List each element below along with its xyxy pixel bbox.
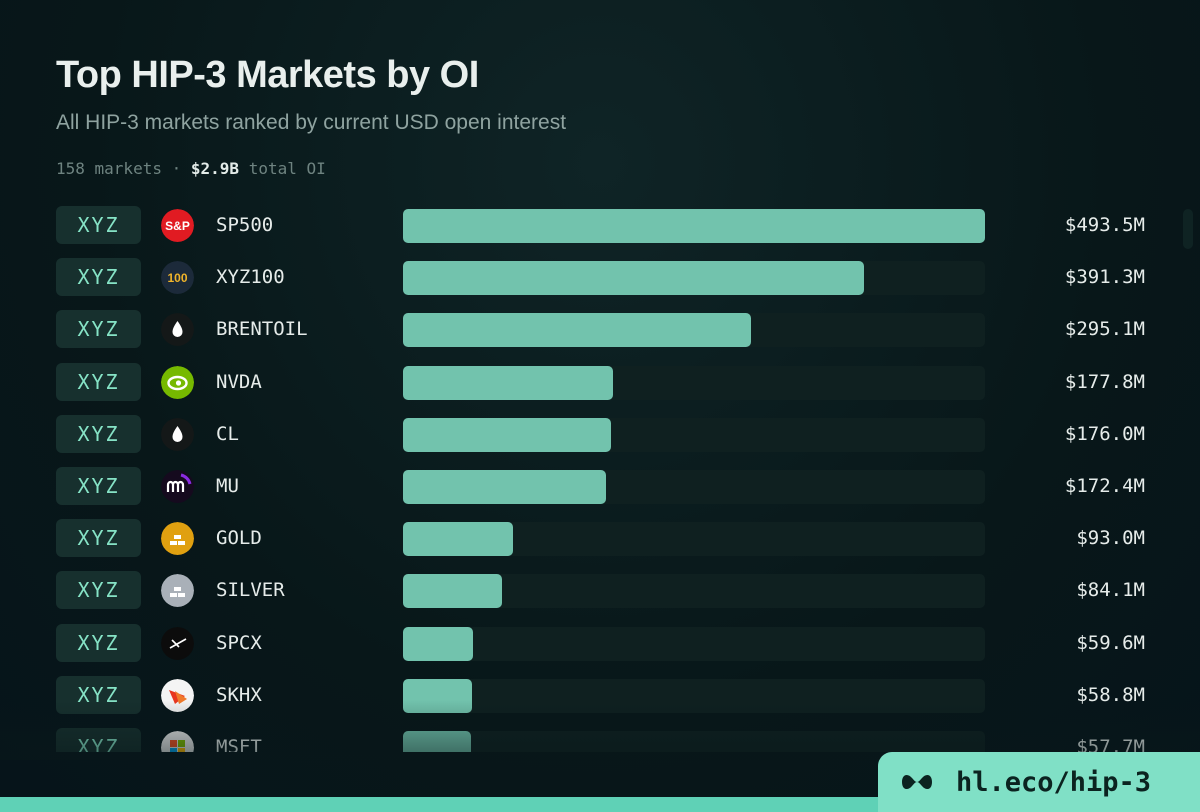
oil-drop-icon bbox=[161, 417, 194, 451]
total-oi-value: $2.9B bbox=[190, 159, 240, 178]
oi-value-label: $177.8M bbox=[1064, 370, 1145, 393]
oi-bar bbox=[403, 417, 611, 452]
market-name: MU bbox=[216, 475, 239, 497]
oi-bar bbox=[403, 522, 513, 557]
nvidia-logo-icon bbox=[161, 365, 194, 399]
oi-bar bbox=[403, 626, 473, 661]
oi-value-label: $176.0M bbox=[1064, 422, 1145, 445]
table-row[interactable]: XYZ BRENTOIL $295.1M bbox=[0, 310, 1200, 350]
table-row[interactable]: XYZ CL $176.0M bbox=[0, 414, 1200, 455]
table-row[interactable]: XYZ MU $172.4M bbox=[0, 467, 1200, 507]
silver-bars-icon bbox=[161, 574, 194, 608]
oi-bar bbox=[403, 731, 471, 752]
oi-value-label: $84.1M bbox=[1076, 579, 1145, 602]
market-name: GOLD bbox=[216, 527, 262, 550]
table-row[interactable]: XYZ SPCX $59.6M bbox=[0, 623, 1200, 664]
bar-track bbox=[403, 626, 985, 661]
dex-badge: XYZ bbox=[56, 258, 141, 297]
bar-track bbox=[403, 731, 985, 752]
svg-text:S&P: S&P bbox=[165, 219, 190, 233]
dex-badge: XYZ bbox=[56, 206, 141, 244]
market-list: XYZ S&P SP500 $493.5M XYZ 100 XYZ100 $391.3M XYZ… bbox=[0, 206, 1200, 752]
oi-bar bbox=[403, 678, 472, 713]
dex-badge: XYZ bbox=[56, 571, 141, 610]
dex-badge: XYZ bbox=[56, 414, 141, 453]
table-row[interactable]: XYZ MSFT $57.7M bbox=[0, 728, 1200, 752]
svg-text:100: 100 bbox=[167, 271, 187, 285]
oi-value-label: $57.7M bbox=[1076, 736, 1145, 752]
oi-value-label: $58.8M bbox=[1076, 683, 1145, 706]
market-name: CL bbox=[216, 422, 239, 445]
oi-value-label: $493.5M bbox=[1064, 214, 1145, 236]
stats-separator: · bbox=[171, 159, 182, 178]
oi-value-label: $172.4M bbox=[1064, 475, 1145, 497]
oi-bar bbox=[403, 313, 751, 348]
market-name: SILVER bbox=[216, 579, 285, 602]
dex-badge: XYZ bbox=[56, 519, 141, 558]
oi-bar bbox=[403, 261, 864, 296]
dex-badge: XYZ bbox=[56, 728, 141, 752]
oi-value-label: $391.3M bbox=[1064, 266, 1145, 289]
dex-badge: XYZ bbox=[56, 362, 141, 401]
table-row[interactable]: XYZ NVDA $177.8M bbox=[0, 362, 1200, 403]
market-name: BRENTOIL bbox=[216, 318, 308, 341]
dex-badge: XYZ bbox=[56, 675, 141, 714]
market-name: NVDA bbox=[216, 370, 262, 393]
table-row[interactable]: XYZ 100 XYZ100 $391.3M bbox=[0, 258, 1200, 298]
table-row[interactable]: XYZ SKHX $58.8M bbox=[0, 675, 1200, 716]
oil-drop-icon bbox=[161, 313, 194, 347]
oi-bar bbox=[403, 574, 502, 609]
oi-bar bbox=[403, 470, 606, 504]
oi-bar bbox=[403, 365, 613, 400]
table-row[interactable]: XYZ GOLD $93.0M bbox=[0, 519, 1200, 559]
oi-bar bbox=[403, 209, 985, 243]
oi-value-label: $93.0M bbox=[1076, 527, 1145, 550]
microsoft-logo-icon bbox=[161, 731, 194, 752]
scrollbar-thumb[interactable] bbox=[1183, 209, 1193, 249]
hyperliquid-logo-icon bbox=[900, 770, 936, 794]
bar-track bbox=[403, 678, 985, 713]
oi-value-label: $59.6M bbox=[1076, 631, 1145, 654]
table-row[interactable]: XYZ S&P SP500 $493.5M bbox=[0, 206, 1200, 246]
dex-badge: XYZ bbox=[56, 467, 141, 505]
sp-logo-icon: S&P bbox=[161, 209, 194, 242]
page-title: Top HIP-3 Markets by OI bbox=[56, 54, 479, 96]
spacex-logo-icon bbox=[161, 626, 194, 660]
summary-stats: 158 markets · $2.9B total OI bbox=[56, 159, 326, 178]
market-name: SKHX bbox=[216, 683, 262, 706]
footer-url: hl.eco/hip-3 bbox=[956, 766, 1152, 798]
table-row[interactable]: XYZ SILVER $84.1M bbox=[0, 571, 1200, 611]
dex-badge: XYZ bbox=[56, 623, 141, 662]
micron-logo-icon bbox=[161, 470, 194, 503]
dex-badge: XYZ bbox=[56, 310, 141, 349]
total-oi-label: total OI bbox=[248, 159, 326, 178]
gold-bars-icon bbox=[161, 522, 194, 556]
url-pill[interactable]: hl.eco/hip-3 bbox=[878, 752, 1200, 812]
market-name: SP500 bbox=[216, 214, 274, 236]
xyz100-logo-icon: 100 bbox=[161, 261, 194, 295]
page-subtitle: All HIP-3 markets ranked by current USD … bbox=[56, 111, 567, 134]
market-name: SPCX bbox=[216, 631, 262, 654]
oi-value-label: $295.1M bbox=[1064, 318, 1145, 341]
market-count: 158 markets bbox=[56, 159, 162, 178]
market-name: MSFT bbox=[216, 736, 262, 752]
market-name: XYZ100 bbox=[216, 266, 285, 289]
skhynix-logo-icon bbox=[161, 678, 194, 712]
